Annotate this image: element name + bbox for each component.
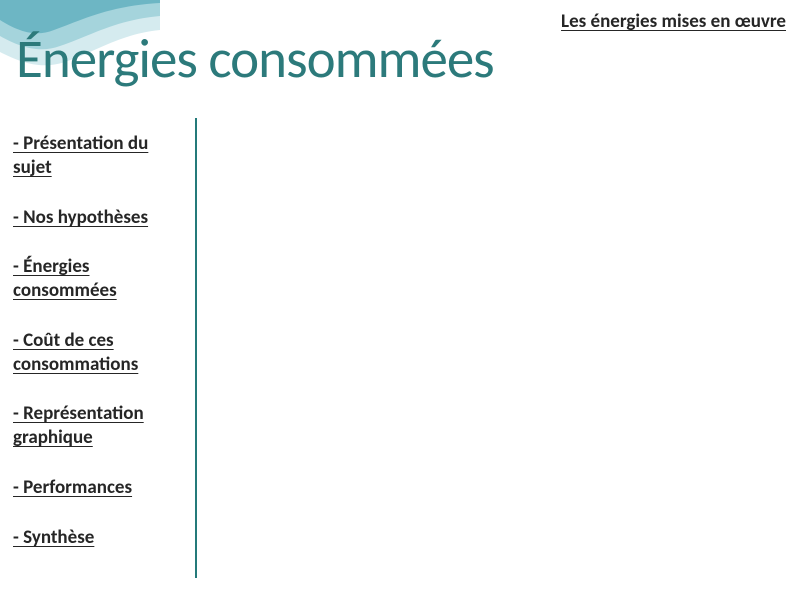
nav-list: - Présentation du sujet - Nos hypothèses… bbox=[13, 132, 191, 575]
nav-item-cout: - Coût de ces consommations bbox=[13, 329, 191, 377]
vertical-divider bbox=[195, 118, 197, 578]
nav-item-presentation: - Présentation du sujet bbox=[13, 132, 191, 180]
nav-item-hypotheses: - Nos hypothèses bbox=[13, 206, 191, 230]
nav-item-synthese: - Synthèse bbox=[13, 526, 191, 550]
page-title: Énergies consommées bbox=[16, 25, 494, 92]
header-label: Les énergies mises en œuvre bbox=[561, 10, 786, 33]
nav-item-representation: - Représentation graphique bbox=[13, 402, 191, 450]
nav-item-performances: - Performances bbox=[13, 476, 191, 500]
nav-item-energies: - Énergies consommées bbox=[13, 255, 191, 303]
